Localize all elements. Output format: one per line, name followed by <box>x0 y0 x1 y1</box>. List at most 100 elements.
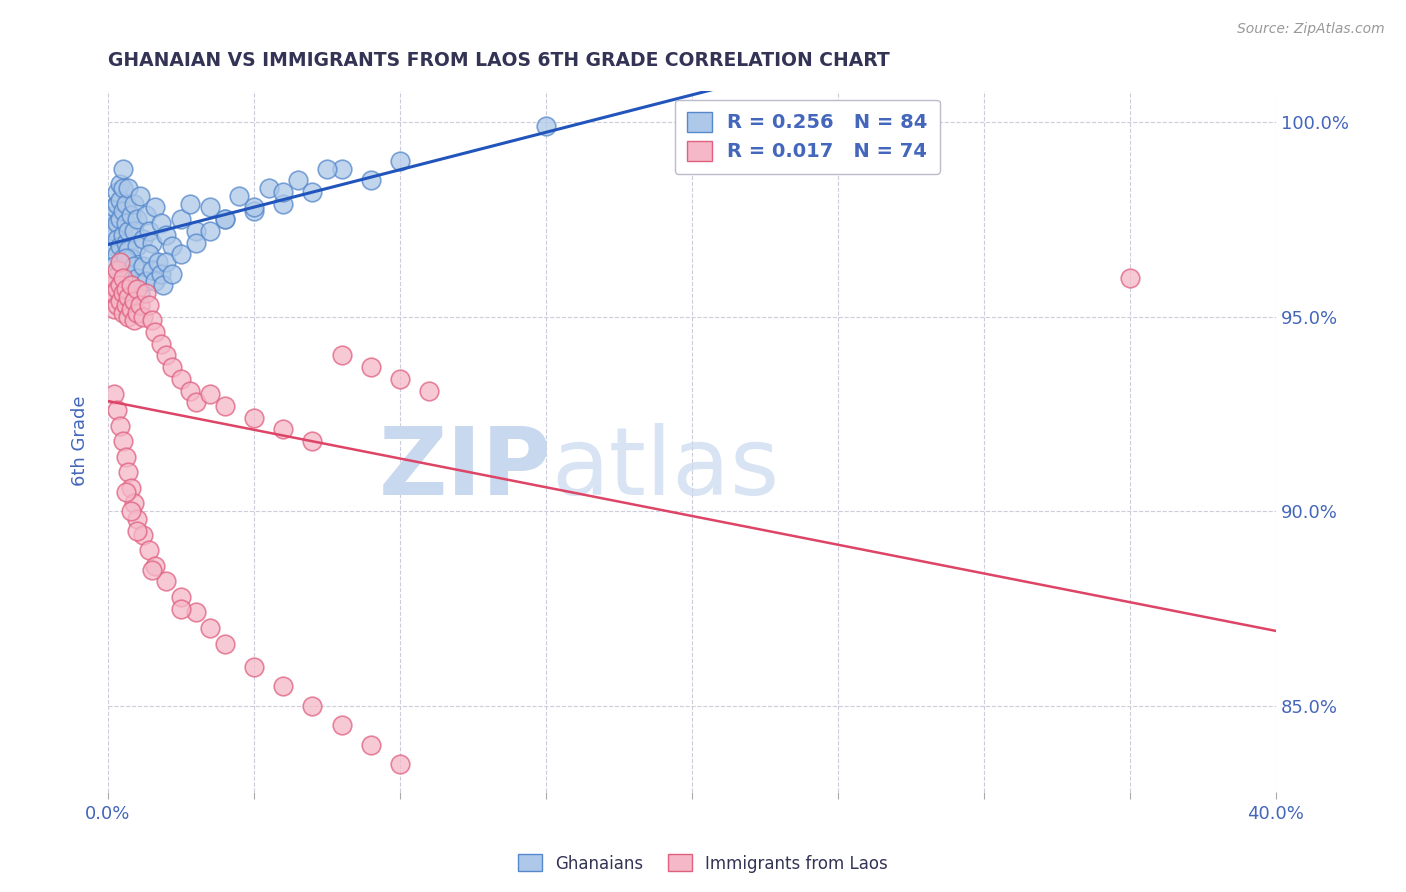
Point <box>155 349 177 363</box>
Point <box>132 232 155 246</box>
Point <box>534 119 557 133</box>
Point <box>132 310 155 324</box>
Point <box>117 465 139 479</box>
Point <box>114 282 136 296</box>
Point <box>243 201 266 215</box>
Point <box>127 524 149 538</box>
Point <box>271 196 294 211</box>
Point <box>108 418 131 433</box>
Point <box>271 185 294 199</box>
Point <box>111 286 134 301</box>
Point <box>198 201 221 215</box>
Point <box>141 563 163 577</box>
Point <box>155 574 177 589</box>
Point <box>1119 270 1142 285</box>
Point <box>198 224 221 238</box>
Point <box>330 161 353 176</box>
Y-axis label: 6th Grade: 6th Grade <box>72 396 89 486</box>
Point <box>129 189 152 203</box>
Point <box>114 298 136 312</box>
Point <box>120 208 142 222</box>
Text: ZIP: ZIP <box>380 423 551 516</box>
Legend: R = 0.256   N = 84, R = 0.017   N = 74: R = 0.256 N = 84, R = 0.017 N = 74 <box>675 100 939 174</box>
Point <box>127 212 149 227</box>
Point <box>135 286 157 301</box>
Point <box>105 282 128 296</box>
Point <box>103 259 125 273</box>
Point <box>111 204 134 219</box>
Point <box>114 450 136 464</box>
Point <box>122 259 145 273</box>
Point <box>117 224 139 238</box>
Point <box>388 153 411 168</box>
Point <box>100 227 122 242</box>
Point <box>198 621 221 635</box>
Point <box>111 305 134 319</box>
Point <box>103 224 125 238</box>
Point <box>214 637 236 651</box>
Point <box>103 201 125 215</box>
Point <box>360 360 382 375</box>
Point <box>152 278 174 293</box>
Point <box>388 757 411 772</box>
Point <box>117 290 139 304</box>
Point <box>271 422 294 436</box>
Point <box>198 387 221 401</box>
Point <box>114 216 136 230</box>
Point <box>108 278 131 293</box>
Point <box>301 185 323 199</box>
Text: Source: ZipAtlas.com: Source: ZipAtlas.com <box>1237 22 1385 37</box>
Point <box>143 201 166 215</box>
Point <box>257 181 280 195</box>
Point <box>228 189 250 203</box>
Point <box>103 387 125 401</box>
Point <box>100 278 122 293</box>
Point <box>243 204 266 219</box>
Point <box>138 543 160 558</box>
Text: atlas: atlas <box>551 423 780 516</box>
Point <box>117 181 139 195</box>
Point <box>105 403 128 417</box>
Point <box>138 224 160 238</box>
Point <box>105 262 128 277</box>
Point <box>129 298 152 312</box>
Point <box>160 239 183 253</box>
Legend: Ghanaians, Immigrants from Laos: Ghanaians, Immigrants from Laos <box>512 847 894 880</box>
Point <box>214 212 236 227</box>
Point <box>120 251 142 265</box>
Point <box>108 262 131 277</box>
Point <box>170 247 193 261</box>
Point <box>330 718 353 732</box>
Point <box>170 590 193 604</box>
Point <box>149 267 172 281</box>
Point <box>122 496 145 510</box>
Point <box>117 267 139 281</box>
Point <box>108 212 131 227</box>
Point <box>111 278 134 293</box>
Point <box>100 212 122 227</box>
Point <box>122 293 145 308</box>
Point <box>111 161 134 176</box>
Point <box>120 504 142 518</box>
Point <box>129 286 152 301</box>
Point <box>184 395 207 409</box>
Point <box>184 224 207 238</box>
Point <box>127 282 149 296</box>
Point <box>127 512 149 526</box>
Point <box>114 484 136 499</box>
Point <box>146 255 169 269</box>
Point <box>287 173 309 187</box>
Point <box>155 227 177 242</box>
Point <box>100 219 122 234</box>
Point <box>160 360 183 375</box>
Point <box>418 384 440 398</box>
Point <box>105 232 128 246</box>
Point <box>138 247 160 261</box>
Point <box>103 208 125 222</box>
Point <box>360 738 382 752</box>
Point <box>122 224 145 238</box>
Point <box>243 660 266 674</box>
Point <box>120 278 142 293</box>
Point <box>127 270 149 285</box>
Point <box>114 251 136 265</box>
